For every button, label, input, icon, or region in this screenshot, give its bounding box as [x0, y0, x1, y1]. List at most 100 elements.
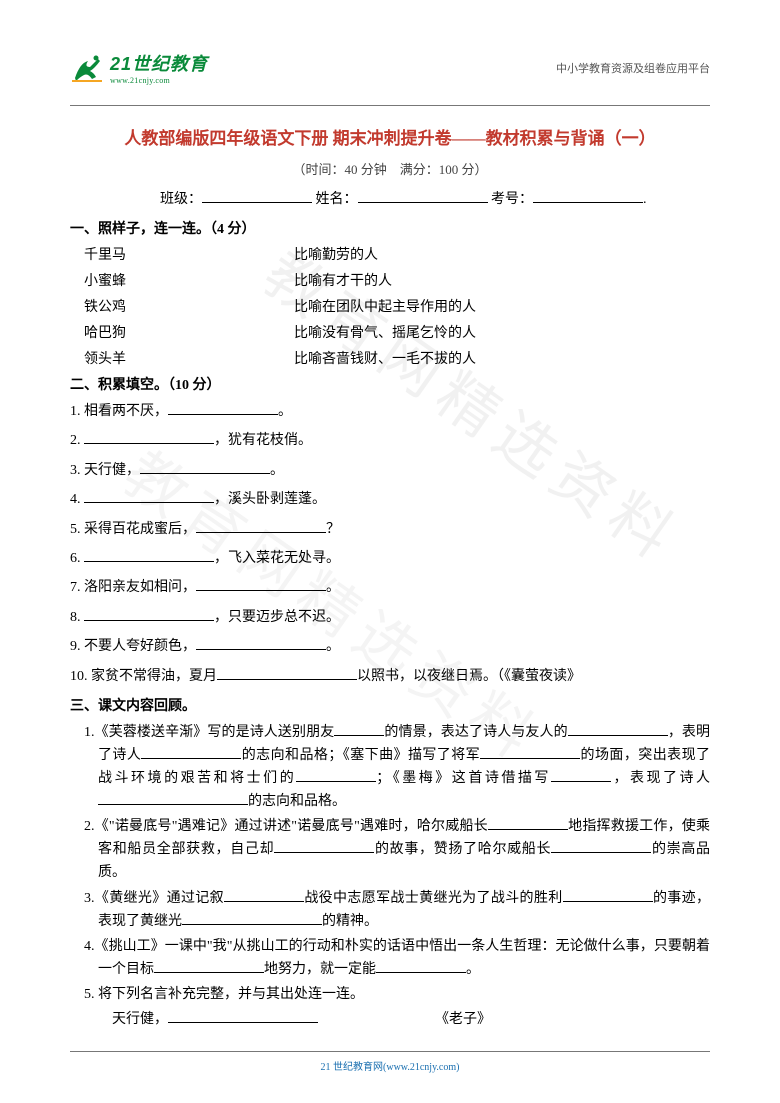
- runner-icon: [70, 53, 104, 83]
- item-number: 5.: [70, 522, 84, 537]
- item-text: 洛阳亲友如相问，: [84, 580, 196, 595]
- period: .: [643, 192, 647, 207]
- blank[interactable]: [84, 489, 214, 503]
- blank[interactable]: [182, 911, 322, 925]
- item-number: 10.: [70, 669, 91, 684]
- item-text: 天行健，: [84, 463, 140, 478]
- match-row: 领头羊比喻吝啬钱财、一毛不拔的人: [70, 348, 710, 368]
- fill-item: 3. 天行健， 。: [70, 460, 710, 482]
- item-text: ，飞入菜花无处寻。: [214, 551, 340, 566]
- blank[interactable]: [196, 577, 326, 591]
- q3-4: 4.《挑山工》一课中"我"从挑山工的行动和朴实的话语中悟出一条人生哲理：无论做什…: [70, 935, 710, 981]
- blank[interactable]: [98, 791, 248, 805]
- blank[interactable]: [480, 745, 580, 759]
- header-divider: [70, 105, 710, 106]
- item-number: 9.: [70, 639, 84, 654]
- blank[interactable]: [224, 888, 304, 902]
- match-right: 比喻没有骨气、摇尾乞怜的人: [294, 322, 476, 342]
- match-left: 铁公鸡: [84, 296, 294, 316]
- item-text: ，溪头卧剥莲蓬。: [214, 492, 326, 507]
- item-text: ，只要迈步总不迟。: [214, 610, 340, 625]
- q3-3: 3.《黄继光》通过记叙战役中志愿军战士黄继光为了战斗的胜利的事迹，表现了黄继光的…: [70, 887, 710, 933]
- fill-item: 6. ，飞入菜花无处寻。: [70, 548, 710, 570]
- item-text: 相看两不厌，: [84, 404, 168, 419]
- class-label: 班级：: [160, 192, 202, 207]
- blank[interactable]: [196, 636, 326, 650]
- blank[interactable]: [568, 722, 668, 736]
- blank[interactable]: [563, 888, 653, 902]
- blank[interactable]: [140, 460, 270, 474]
- fill-item: 9. 不要人夸好颜色， 。: [70, 636, 710, 658]
- match-row: 千里马比喻勤劳的人: [70, 244, 710, 264]
- page-header: 21世纪教育 www.21cnjy.com 中小学教育资源及组卷应用平台: [70, 50, 710, 85]
- logo-subtitle: www.21cnjy.com: [110, 76, 208, 85]
- item-number: 1.: [70, 404, 84, 419]
- q3-5-sub: 天行健， 《老子》: [70, 1008, 710, 1031]
- match-right: 比喻有才干的人: [294, 270, 392, 290]
- fill-item: 7. 洛阳亲友如相问， 。: [70, 577, 710, 599]
- match-left: 小蜜蜂: [84, 270, 294, 290]
- item-text-post: 。: [278, 404, 292, 419]
- section-3-head: 三、课文内容回顾。: [70, 695, 710, 715]
- section-1-head: 一、照样子，连一连。（4 分）: [70, 218, 710, 238]
- item-text: 家贫不常得油，夏月: [91, 669, 217, 684]
- name-blank[interactable]: [358, 189, 488, 203]
- q3-2: 2.《"诺曼底号"遇难记》通过讲述"诺曼底号"遇难时，哈尔威船长地指挥救援工作，…: [70, 815, 710, 884]
- id-label: 考号：: [491, 192, 533, 207]
- fill-item: 8. ，只要迈步总不迟。: [70, 607, 710, 629]
- match-right: 比喻吝啬钱财、一毛不拔的人: [294, 348, 476, 368]
- item-text: ，犹有花枝俏。: [214, 433, 312, 448]
- header-right-text: 中小学教育资源及组卷应用平台: [556, 60, 710, 76]
- match-left: 哈巴狗: [84, 322, 294, 342]
- item-text-post: ？: [326, 522, 340, 537]
- page: 21世纪教育 www.21cnjy.com 中小学教育资源及组卷应用平台 人教部…: [0, 0, 780, 1073]
- blank[interactable]: [376, 959, 466, 973]
- blank[interactable]: [196, 519, 326, 533]
- blank[interactable]: [84, 548, 214, 562]
- fill-item: 4. ，溪头卧剥莲蓬。: [70, 489, 710, 511]
- class-blank[interactable]: [202, 189, 312, 203]
- document-title: 人教部编版四年级语文下册 期末冲刺提升卷——教材积累与背诵（一）: [70, 124, 710, 149]
- item-number: 7.: [70, 580, 84, 595]
- item-text-post: 。: [326, 639, 340, 654]
- fill-item: 10. 家贫不常得油，夏月以照书，以夜继日焉。（《囊萤夜读》: [70, 666, 710, 688]
- item-number: 4.: [70, 492, 84, 507]
- student-info-line: 班级： 姓名： 考号：.: [70, 188, 710, 208]
- match-row: 哈巴狗比喻没有骨气、摇尾乞怜的人: [70, 322, 710, 342]
- match-right: 比喻勤劳的人: [294, 244, 378, 264]
- item-number: 6.: [70, 551, 84, 566]
- item-number: 2.: [70, 433, 84, 448]
- item-text: 不要人夸好颜色，: [84, 639, 196, 654]
- fill-item: 2. ，犹有花枝俏。: [70, 430, 710, 452]
- item-number: 8.: [70, 610, 84, 625]
- blank[interactable]: [274, 839, 374, 853]
- blank[interactable]: [141, 745, 241, 759]
- fill-item: 5. 采得百花成蜜后， ？: [70, 519, 710, 541]
- blank[interactable]: [334, 722, 384, 736]
- match-right: 比喻在团队中起主导作用的人: [294, 296, 476, 316]
- match-row: 铁公鸡比喻在团队中起主导作用的人: [70, 296, 710, 316]
- blank[interactable]: [296, 768, 376, 782]
- match-left: 千里马: [84, 244, 294, 264]
- id-blank[interactable]: [533, 189, 643, 203]
- logo-title: 21世纪教育: [110, 50, 208, 76]
- fill-list: 1. 相看两不厌， 。 2. ，犹有花枝俏。 3. 天行健， 。 4. ，溪头卧剥莲蓬。 5…: [70, 401, 710, 688]
- blank[interactable]: [488, 816, 568, 830]
- blank[interactable]: [84, 607, 214, 621]
- blank[interactable]: [551, 839, 651, 853]
- blank[interactable]: [84, 430, 214, 444]
- match-left: 领头羊: [84, 348, 294, 368]
- item-text-post: 。: [270, 463, 284, 478]
- blank[interactable]: [551, 768, 611, 782]
- item-number: 3.: [70, 463, 84, 478]
- blank[interactable]: [168, 1009, 318, 1023]
- match-list: 千里马比喻勤劳的人小蜜蜂比喻有才干的人铁公鸡比喻在团队中起主导作用的人哈巴狗比喻…: [70, 244, 710, 368]
- name-label: 姓名：: [316, 192, 358, 207]
- item-text: 采得百花成蜜后，: [84, 522, 196, 537]
- blank[interactable]: [168, 401, 278, 415]
- item-text-post: 。: [326, 580, 340, 595]
- blank[interactable]: [217, 666, 357, 680]
- blank[interactable]: [154, 959, 264, 973]
- q3-5: 5. 将下列名言补充完整，并与其出处连一连。: [70, 983, 710, 1006]
- exam-meta: （时间：40 分钟 满分：100 分）: [70, 159, 710, 178]
